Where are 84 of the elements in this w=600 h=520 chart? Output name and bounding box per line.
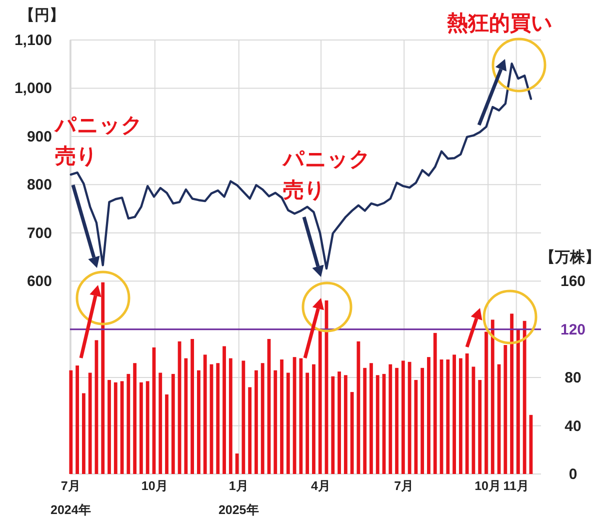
- bar: [228, 358, 232, 474]
- bar: [427, 357, 430, 474]
- bar: [312, 364, 316, 474]
- bar: [171, 374, 175, 474]
- bar: [446, 359, 450, 474]
- y2-tick-label: 40: [564, 418, 582, 435]
- y2-tick-label: 120: [560, 321, 586, 338]
- bar: [274, 370, 278, 474]
- bar: [242, 360, 246, 474]
- bar: [350, 392, 354, 474]
- bar: [376, 375, 380, 474]
- y-tick-label: 900: [26, 128, 52, 146]
- bar: [108, 380, 111, 474]
- bar: [76, 366, 79, 474]
- bar: [370, 363, 373, 474]
- bar: [363, 368, 367, 474]
- y2-tick-label: 0: [568, 466, 578, 483]
- bar: [306, 372, 310, 474]
- bar: [433, 332, 437, 474]
- y-tick-label: 800: [26, 176, 52, 194]
- bar: [133, 363, 137, 474]
- y-tick-label: 1,000: [14, 80, 52, 98]
- bar: [101, 282, 105, 474]
- x-tick-label: 10月: [474, 479, 502, 493]
- bar: [299, 358, 303, 474]
- bar: [286, 372, 290, 474]
- y-tick-label: 600: [26, 273, 52, 290]
- bar: [203, 354, 207, 474]
- bar: [222, 346, 226, 474]
- y-axis-title: 【円】: [20, 7, 64, 24]
- bar: [338, 372, 341, 474]
- bar: [420, 368, 424, 474]
- bar: [88, 372, 92, 474]
- y2-tick-label: 160: [560, 273, 586, 290]
- bar: [414, 380, 418, 474]
- x-tick-label: 7月 2024年: [50, 479, 92, 517]
- x-tick-label: 1月 2025年: [218, 479, 260, 517]
- bar: [484, 332, 488, 474]
- bar: [260, 363, 264, 474]
- y-tick-label: 700: [26, 224, 52, 242]
- x-tick-label: 11月: [503, 479, 530, 493]
- bar: [395, 368, 398, 474]
- annotation: パニック: [55, 114, 143, 137]
- bar: [190, 338, 194, 474]
- bar: [140, 382, 143, 474]
- bar: [254, 370, 258, 474]
- bar: [344, 375, 348, 474]
- y2-tick-label: 80: [564, 370, 582, 387]
- bar: [388, 364, 392, 474]
- x-tick-label: 10月: [141, 479, 168, 493]
- bar: [331, 376, 335, 474]
- bar: [280, 359, 284, 474]
- bar: [184, 358, 188, 474]
- bar: [504, 345, 508, 474]
- bar: [165, 394, 168, 474]
- annotation: 熱狂的買い: [447, 12, 553, 35]
- bar: [522, 320, 526, 474]
- bar: [197, 370, 200, 474]
- bar: [401, 360, 405, 474]
- bar: [356, 341, 360, 474]
- bar: [458, 358, 462, 474]
- bar: [114, 382, 118, 474]
- bar: [248, 387, 252, 474]
- bar: [490, 320, 494, 474]
- bar: [146, 381, 150, 474]
- bar: [478, 380, 482, 474]
- bar: [126, 374, 130, 474]
- bar: [82, 393, 86, 474]
- bar: [216, 363, 220, 474]
- bar: [510, 314, 514, 474]
- bar: [516, 329, 520, 474]
- annotation: 売り: [55, 145, 98, 168]
- y2-axis-title: 【万株】: [540, 249, 600, 266]
- bar: [465, 353, 469, 474]
- bar: [158, 372, 162, 474]
- bar: [452, 354, 456, 474]
- y-tick-label: 1,100: [14, 32, 52, 49]
- x-tick-label: 7月: [394, 479, 414, 493]
- x-tick-label: 4月: [311, 479, 331, 493]
- bar: [408, 362, 412, 474]
- annotation: パニック: [283, 148, 371, 171]
- annotation: 売り: [283, 179, 326, 202]
- bar: [318, 330, 322, 474]
- bar: [69, 370, 73, 474]
